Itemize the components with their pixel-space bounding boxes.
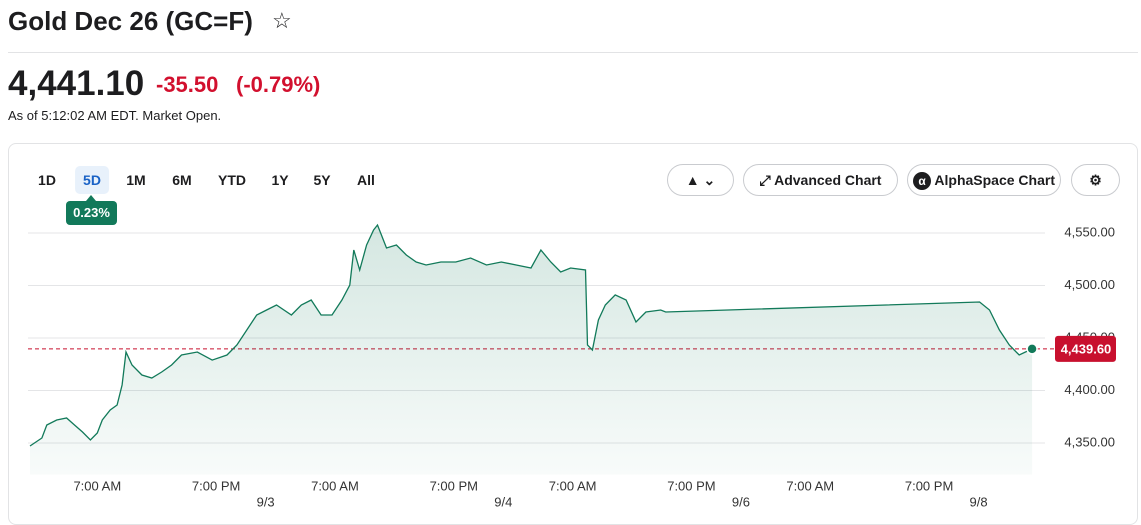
range-button[interactable]: 1D bbox=[38, 172, 56, 188]
x-tick-label: 7:00 AM bbox=[549, 478, 597, 493]
timestamp: As of 5:12:02 AM EDT. Market Open. bbox=[8, 108, 222, 123]
icon: ⤢ bbox=[759, 172, 775, 188]
range-button[interactable]: All bbox=[357, 172, 375, 188]
x-tick-label: 7:00 PM bbox=[192, 478, 240, 493]
percent-change: (-0.79%) bbox=[236, 72, 321, 97]
range-button[interactable]: 1Y bbox=[271, 172, 289, 188]
price: 4,441.10 bbox=[8, 64, 145, 103]
x-tick-label: 7:00 AM bbox=[311, 478, 359, 493]
range-button[interactable]: 5D bbox=[75, 166, 109, 194]
y-tick-label: 4,500.00 bbox=[1064, 277, 1115, 292]
chart-type-button[interactable]: ▲ ⌄ bbox=[667, 164, 734, 196]
range-change-badge: 0.23% bbox=[66, 201, 117, 225]
y-tick-label: 4,350.00 bbox=[1064, 434, 1115, 449]
price-tag-label: 4,439.60 bbox=[1061, 341, 1112, 356]
range-button[interactable]: 1M bbox=[126, 172, 146, 188]
range-button[interactable]: 5Y bbox=[313, 172, 331, 188]
icon: α bbox=[913, 172, 932, 190]
x-tick-label: 7:00 AM bbox=[786, 478, 834, 493]
button-label: Advanced Chart bbox=[774, 172, 882, 188]
button-label: AlphaSpace Chart bbox=[934, 172, 1055, 188]
last-point bbox=[1026, 343, 1038, 355]
divider bbox=[8, 52, 1138, 53]
price-line bbox=[29, 223, 1033, 447]
x-tick-label: 7:00 AM bbox=[73, 478, 121, 493]
y-tick-label: 4,400.00 bbox=[1064, 382, 1115, 397]
range-button[interactable]: 6M bbox=[172, 172, 192, 188]
y-tick-label: 4,550.00 bbox=[1064, 224, 1115, 239]
title: Gold Dec 26 (GC=F) bbox=[8, 6, 253, 36]
date-tick-label: 9/6 bbox=[732, 494, 750, 509]
x-tick-label: 7:00 PM bbox=[430, 478, 478, 493]
advanced-chart-button[interactable]: ⤢ Advanced Chart bbox=[743, 164, 898, 196]
alphaspace-button[interactable]: α AlphaSpace Chart bbox=[907, 164, 1061, 196]
range-button[interactable]: YTD bbox=[218, 172, 246, 188]
price-change: -35.50 bbox=[156, 72, 219, 97]
price-tag bbox=[1055, 335, 1116, 362]
x-tick-label: 7:00 PM bbox=[667, 478, 715, 493]
date-tick-label: 9/8 bbox=[970, 494, 988, 509]
area bbox=[29, 225, 1033, 475]
settings-button[interactable]: ⚙ bbox=[1071, 164, 1120, 196]
date-tick-label: 9/3 bbox=[257, 494, 275, 509]
badge-caret bbox=[86, 195, 96, 201]
x-tick-label: 7:00 PM bbox=[905, 478, 953, 493]
date-tick-label: 9/4 bbox=[494, 494, 512, 509]
favorite-star[interactable]: ☆ bbox=[272, 8, 292, 33]
